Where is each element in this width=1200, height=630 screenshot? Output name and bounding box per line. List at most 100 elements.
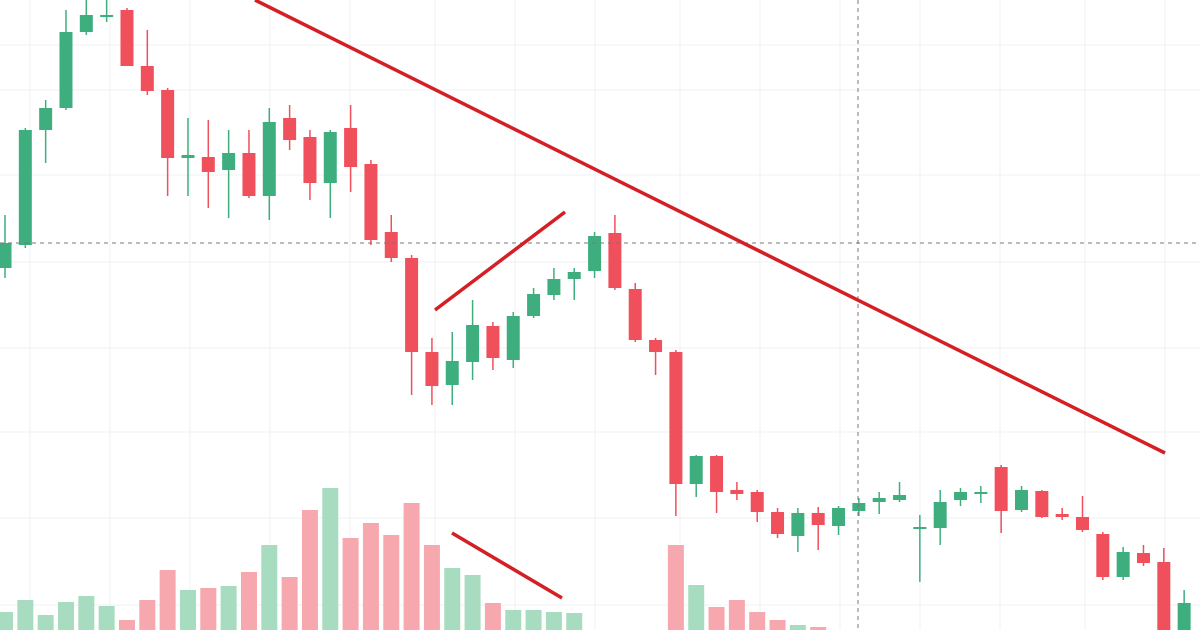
candle-body (0, 243, 12, 268)
volume-bar (444, 568, 461, 630)
volume-bar (0, 612, 13, 630)
volume-bar (667, 545, 684, 630)
candle-body (567, 272, 581, 279)
volume-bar (98, 606, 115, 630)
volume-bar (403, 503, 420, 630)
candle-body (18, 130, 32, 245)
candle-body (832, 508, 846, 526)
candle-body (344, 128, 358, 167)
candle-body (628, 289, 642, 340)
volume-layer (0, 488, 827, 630)
candle-body (79, 15, 93, 32)
volume-bar (342, 538, 359, 630)
candle-body (161, 90, 175, 158)
candle-body (649, 340, 663, 352)
candle-body (974, 492, 988, 494)
candle-body (994, 467, 1008, 511)
volume-bar (423, 545, 440, 630)
candle-body (547, 279, 561, 295)
volume-bar (464, 575, 481, 630)
volume-bar (118, 620, 135, 630)
candle-body (1177, 603, 1191, 630)
candle-body (750, 492, 764, 512)
candle-body (506, 316, 520, 360)
volume-bar (281, 577, 298, 630)
volume-bar (484, 603, 501, 630)
candle-body (120, 10, 134, 66)
candle-body (100, 15, 114, 17)
candle-body (486, 326, 500, 358)
candle-body (872, 498, 886, 502)
volume-bar (728, 600, 745, 630)
candle-body (913, 527, 927, 529)
candle-body (405, 258, 419, 352)
candle-body (39, 108, 53, 130)
volume-bar (566, 613, 583, 630)
candle-body (954, 492, 968, 500)
candle-body (242, 153, 256, 196)
candle-body (1035, 491, 1049, 517)
volume-bar (159, 570, 176, 630)
candle-body (1136, 553, 1150, 563)
volume-bar (525, 610, 542, 630)
trend-line (254, 0, 1166, 455)
volume-bar (139, 600, 156, 630)
volume-bar (17, 600, 34, 630)
candle-body (608, 233, 622, 288)
candle-body (1116, 552, 1130, 577)
candle-body (262, 122, 276, 196)
candle-body (933, 502, 947, 528)
volume-bar (749, 612, 766, 630)
candle-body (730, 490, 744, 494)
candle-body (588, 236, 602, 271)
candle-body (689, 456, 703, 484)
volume-bar (220, 586, 237, 630)
volume-bar (57, 602, 74, 630)
volume-bar (261, 545, 278, 630)
volume-bar (688, 585, 705, 630)
candle-body (710, 456, 724, 492)
candle-body (222, 153, 236, 170)
volume-bar (789, 625, 806, 630)
volume-bar (37, 615, 54, 630)
candle-body (283, 118, 297, 140)
candle-body (1075, 517, 1089, 530)
candle-body (181, 155, 195, 158)
candle-body (201, 157, 215, 172)
volume-bar (322, 488, 339, 630)
volume-bar (545, 612, 562, 630)
volume-bar (362, 523, 379, 630)
candle-body (140, 66, 154, 91)
volume-bar (240, 572, 257, 630)
candle-body (384, 232, 398, 258)
candle-body (1015, 490, 1028, 510)
candle-body (323, 132, 337, 183)
candle-body (893, 495, 907, 500)
candle-body (811, 513, 825, 525)
candle-body (791, 513, 805, 536)
volume-bar (810, 627, 827, 630)
candle-body (852, 503, 866, 511)
trend-line (451, 531, 563, 600)
volume-bar (505, 610, 522, 630)
volume-bar (383, 535, 400, 630)
volume-bar (179, 590, 196, 630)
candle-body (1157, 562, 1171, 630)
candle-body (1096, 534, 1110, 577)
candle-body (771, 512, 785, 534)
candle-body (1055, 514, 1069, 517)
candle-body (364, 164, 378, 240)
volume-bar (708, 607, 725, 630)
candle-body (425, 352, 439, 386)
volume-bar (200, 588, 217, 630)
candle-body (59, 32, 73, 108)
candle-body (527, 294, 541, 316)
volume-bar (78, 596, 95, 630)
candle-body (669, 352, 683, 484)
volume-bar (769, 620, 786, 630)
candle-body (303, 137, 317, 183)
volume-bar (301, 510, 318, 630)
